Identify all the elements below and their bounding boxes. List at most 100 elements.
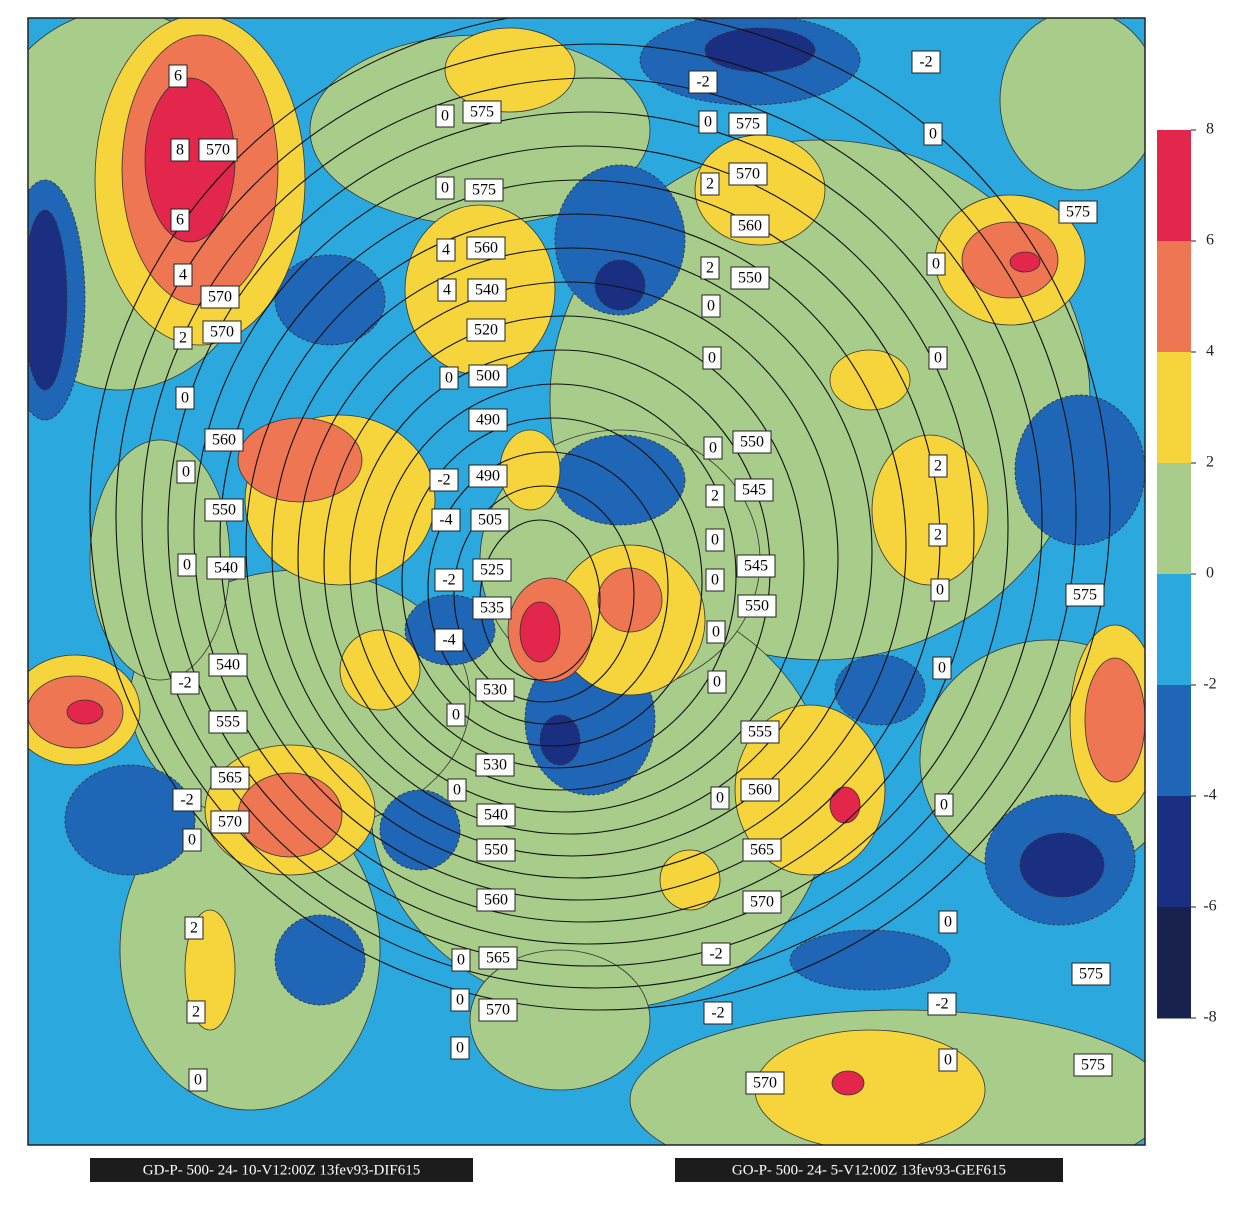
- contour-label: 0: [944, 1052, 952, 1069]
- colorbar-band: [1157, 796, 1191, 908]
- contour-label: 570: [486, 1002, 510, 1019]
- colorbar-tick-label: -8: [1203, 1009, 1216, 1026]
- contour-label: 0: [456, 1040, 464, 1057]
- contour-label: 0: [181, 390, 189, 407]
- anomaly-region: [520, 602, 560, 662]
- contour-label: 0: [183, 557, 191, 574]
- anomaly-region: [275, 255, 385, 345]
- anomaly-region: [1020, 833, 1104, 897]
- contour-label: 0: [932, 256, 940, 273]
- contour-label: -4: [442, 632, 455, 649]
- contour-label: 4: [179, 267, 187, 284]
- colorbar-band: [1157, 574, 1191, 686]
- colorbar-band: [1157, 685, 1191, 797]
- contour-label: 550: [484, 842, 508, 859]
- contour-label: 0: [452, 707, 460, 724]
- contour-label: 6: [174, 68, 182, 85]
- contour-label: 0: [929, 126, 937, 143]
- contour-label: 565: [486, 950, 510, 967]
- contour-label: 490: [476, 468, 500, 485]
- contour-label: 545: [742, 482, 766, 499]
- contour-label: 0: [709, 440, 717, 457]
- contour-label: -2: [180, 792, 193, 809]
- contour-label: 540: [216, 657, 240, 674]
- contour-label: 2: [934, 527, 942, 544]
- contour-label: 0: [936, 582, 944, 599]
- caption: GO-P- 500- 24- 5-V12:00Z 13fev93-GEF615: [732, 1162, 1006, 1178]
- colorbar-tick-label: 2: [1206, 454, 1214, 471]
- contour-label: 0: [713, 674, 721, 691]
- anomaly-region: [1000, 10, 1160, 190]
- contour-label: 540: [475, 282, 499, 299]
- contour-label: 0: [445, 370, 453, 387]
- contour-label: 570: [736, 166, 760, 183]
- contour-label: 2: [179, 330, 187, 347]
- colorbar-band: [1157, 907, 1191, 1019]
- contour-label: -2: [709, 946, 722, 963]
- contour-label: 540: [214, 560, 238, 577]
- contour-label: 560: [212, 432, 236, 449]
- anomaly-region: [340, 630, 420, 710]
- contour-label: 560: [748, 782, 772, 799]
- anomaly-region: [595, 260, 645, 310]
- colorbar-tick-label: 4: [1206, 343, 1214, 360]
- contour-label: 8: [176, 142, 184, 159]
- contour-label: 2: [190, 920, 198, 937]
- colorbar-tick-label: 6: [1206, 232, 1214, 249]
- contour-label: 550: [212, 502, 236, 519]
- colorbar-band: [1157, 352, 1191, 464]
- contour-label: 490: [476, 412, 500, 429]
- contour-label: -2: [935, 996, 948, 1013]
- contour-label: -2: [178, 675, 191, 692]
- contour-label: 530: [483, 682, 507, 699]
- anomaly-region: [1015, 395, 1145, 545]
- colorbar-band: [1157, 241, 1191, 353]
- contour-label: 2: [711, 488, 719, 505]
- contour-label: 570: [208, 289, 232, 306]
- contour-label: 550: [740, 434, 764, 451]
- contour-label: 525: [480, 562, 504, 579]
- contour-label: 540: [484, 807, 508, 824]
- anomaly-region: [23, 210, 67, 390]
- anomaly-region: [832, 1071, 864, 1095]
- contour-label: -2: [919, 54, 932, 71]
- contour-label: 535: [480, 600, 504, 617]
- contour-label: 570: [753, 1075, 777, 1092]
- contour-label: 0: [708, 350, 716, 367]
- contour-label: 4: [443, 282, 451, 299]
- contour-label: 505: [478, 512, 502, 529]
- colorbar-tick-label: 0: [1206, 565, 1214, 582]
- contour-label: 570: [206, 142, 230, 159]
- contour-label: 575: [1079, 966, 1103, 983]
- contour-label: -4: [439, 512, 452, 529]
- contour-label: 555: [748, 724, 772, 741]
- colorbar-tick-label: 8: [1206, 121, 1214, 138]
- anomaly-region: [830, 350, 910, 410]
- contour-label: 0: [188, 832, 196, 849]
- contour-label: 570: [218, 814, 242, 831]
- anomaly-region: [555, 435, 685, 525]
- contour-label: 560: [484, 892, 508, 909]
- contour-label: 2: [706, 176, 714, 193]
- contour-label: 2: [934, 458, 942, 475]
- anomaly-region: [65, 765, 195, 875]
- anomaly-region: [238, 418, 362, 502]
- anomaly-region: [1010, 252, 1040, 272]
- contour-label: 0: [457, 952, 465, 969]
- contour-label: 0: [711, 532, 719, 549]
- contour-label: 0: [938, 660, 946, 677]
- contour-label: 530: [483, 757, 507, 774]
- map-figure: 6 8 570 6 4 570 2 570 0 560 0 550 0 540 540 -2 555 565 -2 5…: [0, 0, 1252, 1202]
- contour-label: 2: [192, 1004, 200, 1021]
- contour-label: 0: [453, 782, 461, 799]
- contour-label: 560: [474, 240, 498, 257]
- contour-label: 500: [476, 368, 500, 385]
- contour-label: 0: [712, 624, 720, 641]
- contour-label: 0: [716, 790, 724, 807]
- contour-label: 550: [745, 598, 769, 615]
- contour-label: 520: [474, 322, 498, 339]
- contour-label: 550: [738, 270, 762, 287]
- contour-label: 2: [706, 260, 714, 277]
- contour-label: 575: [472, 182, 496, 199]
- contour-label: -2: [437, 472, 450, 489]
